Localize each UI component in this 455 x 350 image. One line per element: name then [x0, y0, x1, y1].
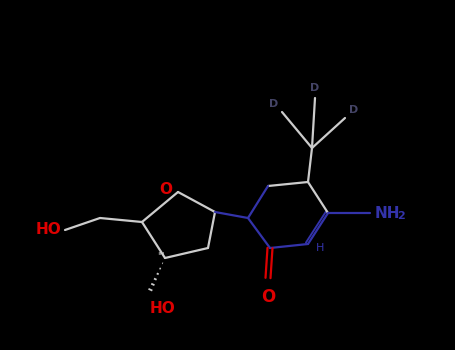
- Text: D: D: [269, 99, 278, 109]
- Text: 2: 2: [397, 211, 405, 221]
- Text: HO: HO: [150, 301, 176, 316]
- Text: HO: HO: [35, 223, 61, 238]
- Text: O: O: [261, 288, 275, 306]
- Text: NH: NH: [375, 205, 400, 220]
- Text: D: D: [310, 83, 319, 93]
- Text: O: O: [160, 182, 172, 197]
- Text: H: H: [316, 243, 324, 253]
- Text: D: D: [349, 105, 358, 115]
- Text: ''': ''': [157, 251, 165, 261]
